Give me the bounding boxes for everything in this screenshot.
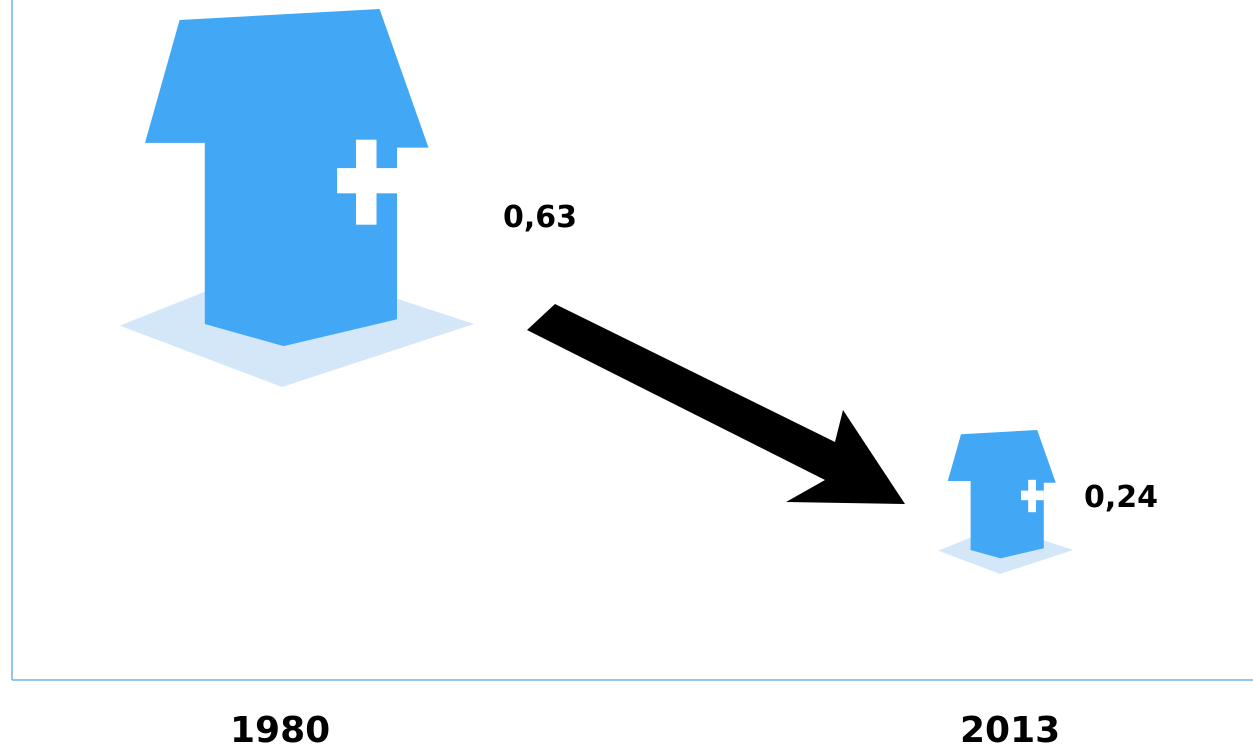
- house-mark-1980: [119, 9, 475, 387]
- cross-icon-horizontal-1980: [337, 168, 397, 194]
- x-tick-label-2013: 2013: [960, 710, 1060, 750]
- data-label-1980: 0,63: [503, 200, 577, 235]
- trend-arrow-icon: [527, 304, 905, 504]
- house-mark-2013: [938, 430, 1074, 574]
- house-icon-1980: [145, 9, 429, 347]
- x-tick-label-1980: 1980: [230, 710, 330, 750]
- cross-icon-horizontal-2013: [1021, 490, 1044, 501]
- data-label-2013: 0,24: [1084, 480, 1158, 515]
- house-icon-2013: [947, 430, 1056, 559]
